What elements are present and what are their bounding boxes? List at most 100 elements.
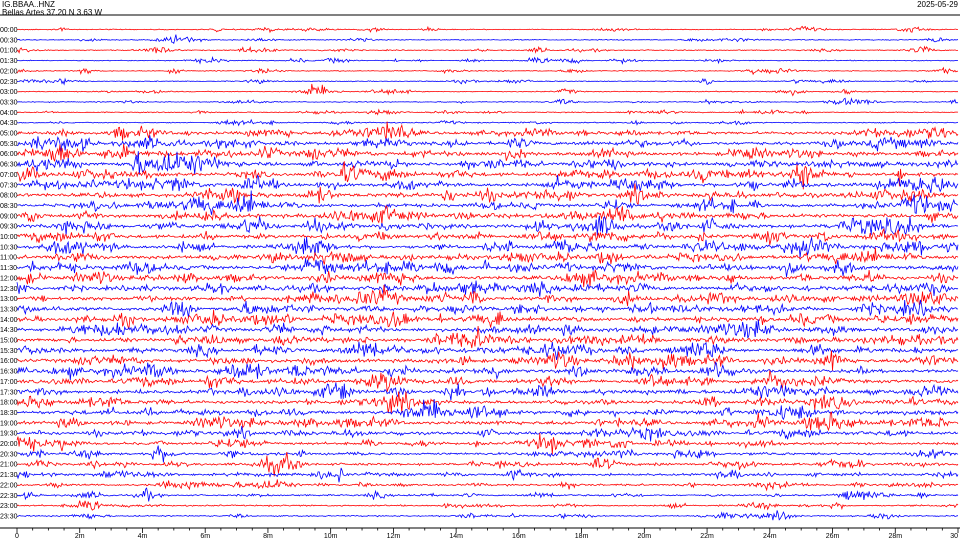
- seismic-trace-row: [16, 205, 959, 225]
- row-time-label: 20:00: [0, 441, 18, 448]
- time-labels: 00:00 00:30 01:00 01:30 02:00 02:30 03:00 03:30…: [0, 27, 18, 520]
- seismic-trace-row: [16, 445, 959, 463]
- seismic-trace-row: [16, 467, 959, 483]
- seismic-trace-row: [16, 183, 959, 206]
- seismic-trace-row: [16, 34, 958, 45]
- seismic-trace-row: [16, 215, 959, 236]
- row-time-label: 10:30: [0, 244, 18, 251]
- row-time-label: 03:00: [0, 89, 18, 96]
- seismic-trace-row: [16, 399, 959, 421]
- seismic-trace-row: [16, 361, 959, 381]
- seismic-trace-row: [16, 25, 959, 34]
- row-time-label: 09:30: [0, 224, 18, 231]
- seismic-trace-row: [16, 161, 959, 190]
- seismic-trace-row: [16, 391, 959, 414]
- seismic-trace-row: [16, 56, 959, 65]
- seismic-trace-row: [16, 319, 959, 339]
- x-tick-label: 18m: [575, 533, 589, 540]
- row-time-label: 01:00: [0, 48, 18, 55]
- row-time-label: 09:00: [0, 213, 18, 220]
- row-time-label: 14:00: [0, 317, 18, 324]
- row-time-label: 19:30: [0, 431, 18, 438]
- seismic-trace-row: [16, 432, 959, 455]
- seismic-trace-row: [16, 479, 959, 492]
- seismic-trace-row: [16, 247, 959, 265]
- row-time-label: 02:00: [0, 68, 18, 75]
- seismic-trace-row: [16, 118, 959, 127]
- row-time-label: 11:30: [0, 265, 17, 272]
- row-time-label: 21:00: [0, 462, 18, 469]
- row-time-label: 06:00: [0, 151, 18, 158]
- seismic-trace-row: [16, 151, 959, 175]
- row-time-label: 19:00: [0, 420, 18, 427]
- row-time-label: 12:00: [0, 275, 18, 282]
- seismic-trace-row: [16, 269, 959, 288]
- station-location: Bellas Artes 37.20 N 3.63 W: [2, 8, 103, 17]
- x-tick-label: 26m: [826, 533, 840, 540]
- seismic-trace-row: [16, 426, 959, 442]
- x-tick-label: 16m: [512, 533, 526, 540]
- row-time-label: 22:00: [0, 482, 18, 489]
- row-time-label: 18:00: [0, 400, 18, 407]
- row-time-label: 17:00: [0, 379, 18, 386]
- row-time-label: 10:00: [0, 234, 18, 241]
- row-time-label: 13:00: [0, 296, 18, 303]
- row-time-label: 08:30: [0, 203, 18, 210]
- row-time-label: 07:30: [0, 182, 18, 189]
- seismic-trace-row: [16, 382, 959, 401]
- row-time-label: 04:00: [0, 110, 18, 117]
- seismic-trace-row: [16, 190, 959, 215]
- row-time-label: 15:00: [0, 338, 18, 345]
- seismic-trace-row: [16, 452, 959, 477]
- seismic-trace-row: [16, 174, 959, 193]
- station-code: IG.BBAA..HNZ: [2, 0, 55, 9]
- row-time-label: 00:30: [0, 37, 18, 44]
- row-time-label: 15:30: [0, 348, 18, 355]
- row-time-label: 02:30: [0, 79, 18, 86]
- row-time-label: 22:30: [0, 493, 18, 500]
- x-tick-label: 20m: [638, 533, 652, 540]
- record-date: 2025-05-29: [917, 0, 958, 9]
- row-time-label: 23:30: [0, 513, 18, 520]
- x-tick-label: 30: [950, 533, 958, 540]
- x-tick-label: 14m: [449, 533, 463, 540]
- seismic-trace-row: [16, 45, 959, 54]
- row-time-label: 06:30: [0, 162, 18, 169]
- seismic-trace-row: [16, 487, 959, 502]
- seismic-trace-row: [16, 227, 959, 245]
- x-tick-label: 22m: [700, 533, 714, 540]
- seismic-trace-row: [16, 299, 959, 318]
- x-tick-label: 12m: [387, 533, 401, 540]
- x-tick-label: 6m: [200, 533, 210, 540]
- row-time-label: 00:00: [0, 27, 18, 34]
- seismic-traces: [16, 25, 959, 521]
- x-tick-label: 8m: [263, 533, 273, 540]
- seismic-trace-row: [16, 236, 959, 258]
- seismic-trace-row: [16, 97, 959, 106]
- row-time-label: 14:30: [0, 327, 18, 334]
- x-axis: 0 2m 4m 6m 8m 10m 12m 14m 16m 18m 20m 22m 24m 26m 28m 3…: [15, 528, 959, 540]
- seismic-trace-row: [16, 280, 959, 297]
- x-tick-label: 0: [15, 533, 19, 540]
- seismic-trace-row: [16, 66, 959, 76]
- row-time-label: 07:00: [0, 172, 18, 179]
- seismic-trace-row: [16, 500, 959, 511]
- row-time-label: 21:30: [0, 472, 18, 479]
- row-time-label: 17:30: [0, 389, 18, 396]
- seismic-trace-row: [16, 121, 959, 141]
- row-time-label: 16:00: [0, 358, 18, 365]
- x-tick-label: 10m: [324, 533, 338, 540]
- x-tick-label: 2m: [75, 533, 85, 540]
- seismic-trace-row: [16, 135, 959, 152]
- row-time-label: 04:30: [0, 120, 18, 127]
- x-tick-label: 28m: [888, 533, 902, 540]
- row-time-label: 03:30: [0, 99, 18, 106]
- seismic-trace-row: [16, 258, 959, 278]
- seismic-trace-row: [16, 325, 959, 349]
- row-time-label: 05:30: [0, 141, 18, 148]
- seismic-trace-row: [16, 350, 959, 371]
- seismic-trace-row: [17, 510, 959, 521]
- row-time-label: 08:00: [0, 193, 18, 200]
- seismic-trace-row: [16, 77, 958, 86]
